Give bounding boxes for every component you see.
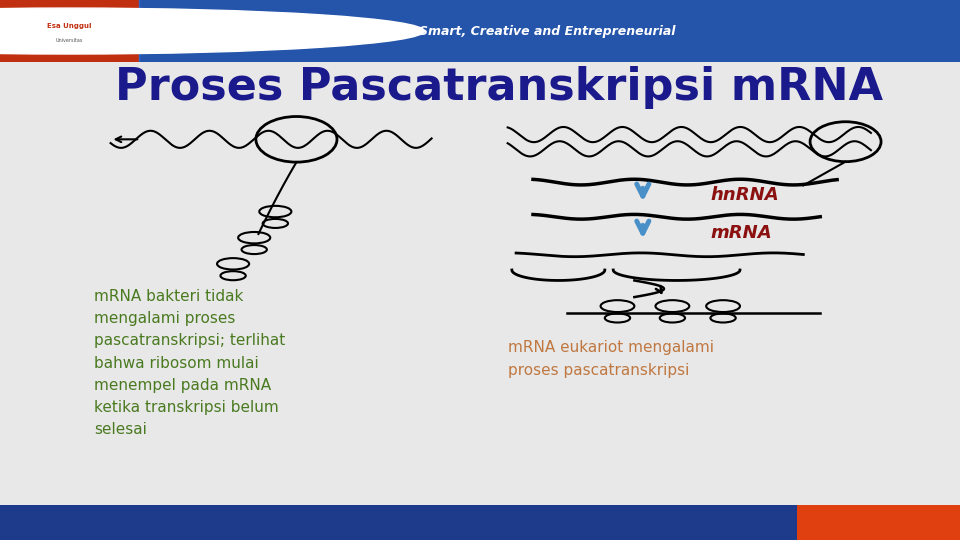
Text: mRNA eukariot mengalami
proses pascatranskripsi: mRNA eukariot mengalami proses pascatran… xyxy=(508,340,713,377)
Text: hnRNA: hnRNA xyxy=(710,186,779,204)
FancyBboxPatch shape xyxy=(0,505,797,540)
FancyBboxPatch shape xyxy=(797,505,960,540)
Text: Smart, Creative and Entrepreneurial: Smart, Creative and Entrepreneurial xyxy=(419,24,676,38)
Text: Universitas: Universitas xyxy=(56,38,83,43)
FancyBboxPatch shape xyxy=(0,0,960,62)
FancyBboxPatch shape xyxy=(0,0,139,62)
Text: Proses Pascatranskripsi mRNA: Proses Pascatranskripsi mRNA xyxy=(115,65,883,109)
Text: Esa Unggul: Esa Unggul xyxy=(47,23,91,29)
Text: mRNA bakteri tidak
mengalami proses
pascatranskripsi; terlihat
bahwa ribosom mul: mRNA bakteri tidak mengalami proses pasc… xyxy=(94,289,285,437)
Text: mRNA: mRNA xyxy=(710,224,772,242)
FancyBboxPatch shape xyxy=(134,0,960,62)
Circle shape xyxy=(0,8,424,54)
